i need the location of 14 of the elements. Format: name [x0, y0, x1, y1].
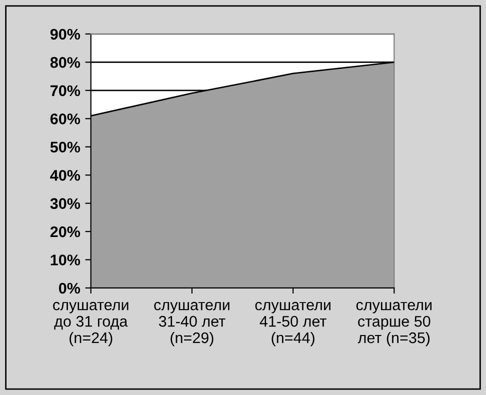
y-tick-label: 50% [50, 142, 80, 153]
y-tick-label: 80% [50, 57, 80, 68]
y-tick-label: 10% [50, 254, 80, 266]
x-tick-label: слушатели до 31 года (n=24) [53, 302, 128, 346]
y-tick-label: 0% [58, 282, 80, 294]
y-tick-label: 20% [50, 226, 80, 238]
y-tick-label: 30% [50, 198, 80, 209]
x-tick-label: слушатели 31-40 лет (n=29) [154, 302, 230, 346]
x-tick-label: слушатели 41-50 лет (n=44) [255, 302, 330, 346]
x-tick-label: слушатели старше 50 лет (n=35) [356, 302, 432, 346]
y-tick-label: 40% [50, 170, 80, 181]
y-tick-label: 60% [50, 114, 80, 124]
y-tick-label: 70% [50, 85, 80, 96]
y-tick-label: 90% [50, 28, 80, 40]
